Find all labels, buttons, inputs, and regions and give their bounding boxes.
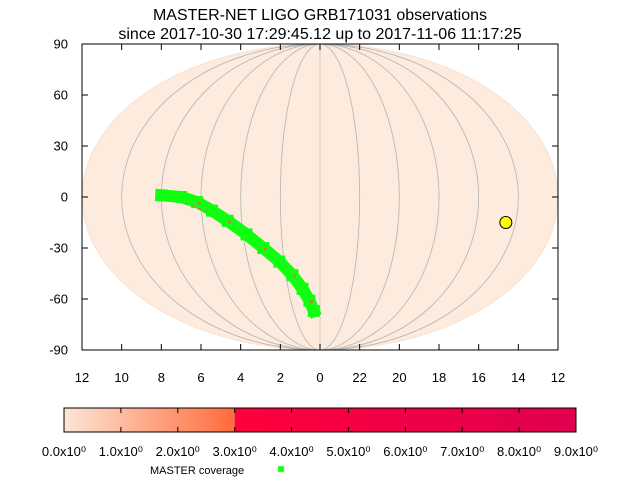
y-tick-label: 0 [61, 190, 68, 205]
colorbar-tick-label: 8.0x10⁰ [497, 444, 541, 459]
colorbar-low-segment [64, 408, 235, 432]
colorbar-tick-label: 7.0x10⁰ [440, 444, 484, 459]
y-tick-label: 60 [54, 88, 68, 103]
x-tick-label: 14 [511, 370, 525, 385]
x-tick-label: 4 [237, 370, 244, 385]
coverage-probability-mark [263, 247, 267, 251]
x-tick-label: 10 [114, 370, 128, 385]
coverage-point [286, 269, 299, 282]
y-tick-label: 90 [54, 37, 68, 52]
y-tick-label: 30 [54, 139, 68, 154]
colorbar-tick-label: 2.0x10⁰ [156, 444, 200, 459]
coverage-point [175, 191, 188, 203]
x-tick-label: 8 [158, 370, 165, 385]
x-tick-label: 22 [352, 370, 366, 385]
y-tick-label: -90 [49, 343, 68, 358]
colorbar-tick-label: 5.0x10⁰ [326, 444, 370, 459]
coverage-point [155, 189, 168, 202]
coverage-probability-mark [310, 300, 313, 304]
x-tick-label: 6 [197, 370, 204, 385]
colorbar-tick-label: 3.0x10⁰ [213, 444, 257, 459]
x-tick-label: 12 [75, 370, 89, 385]
coverage-point [307, 304, 320, 317]
colorbar-tick-label: 9.0x10⁰ [554, 444, 598, 459]
coverage-probability-mark [184, 202, 211, 214]
coverage-point [205, 204, 218, 217]
x-tick-label: 16 [471, 370, 485, 385]
chart-title: MASTER-NET LIGO GRB171031 observations [152, 7, 488, 24]
x-tick-label: 20 [392, 370, 406, 385]
coverage-probability-mark [197, 201, 201, 205]
coverage-point [257, 242, 270, 254]
legend-label: MASTER coverage [150, 465, 244, 477]
coverage-band [154, 188, 322, 319]
coverage-probability-mark [228, 220, 232, 224]
y-tick-label: -30 [49, 241, 68, 256]
colorbar-tick-label: 6.0x10⁰ [383, 444, 427, 459]
coverage-point [240, 228, 253, 241]
colorbar-tick-label: 0.0x10⁰ [42, 444, 86, 459]
coverage-point [191, 196, 204, 209]
x-tick-label: 12 [551, 370, 565, 385]
sun-marker [499, 216, 513, 229]
coverage-point [221, 214, 234, 227]
coverage-probability-mark [293, 274, 296, 278]
legend-marker [277, 465, 285, 473]
x-tick-label: 18 [432, 370, 446, 385]
x-tick-label: 2 [277, 370, 284, 385]
coverage-point [303, 294, 316, 307]
colorbar-tick-label: 1.0x10⁰ [99, 444, 143, 459]
coverage-point [296, 282, 309, 295]
chart-subtitle: since 2017-10-30 17:29:45.12 up to 2017-… [118, 26, 522, 43]
colorbar-frame [63, 407, 577, 433]
y-tick-label: -60 [49, 292, 68, 307]
colorbar-tick-label: 4.0x10⁰ [269, 444, 313, 459]
coverage-point [273, 255, 286, 268]
x-tick-label: 0 [316, 370, 323, 385]
